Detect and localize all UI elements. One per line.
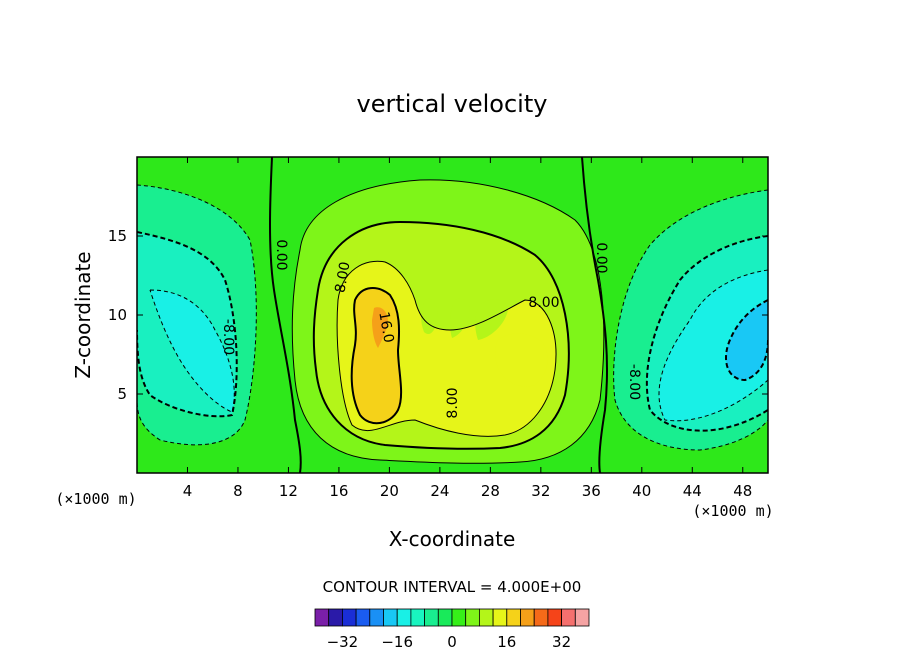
colorbar-tick-label: −16 [381,633,413,651]
contour-neg-left-mid [137,231,238,418]
x-tick-label: 40 [632,482,651,500]
x-tick-label: 16 [329,482,348,500]
y-unit-label: (×1000 m) [55,490,136,508]
contour-zero-left [269,157,302,473]
colorbar-swatch [574,608,590,627]
x-tick-label: 4 [183,482,193,500]
x-tick-label: 28 [481,482,500,500]
colorbar-swatch [533,608,549,627]
y-axis-ticks: 5 10 15 [108,227,768,403]
x-tick-label: 20 [380,482,399,500]
contour-12 [336,260,557,437]
x-unit-label: (×1000 m) [692,502,773,520]
chart-title: vertical velocity [357,90,548,118]
downdraft-left-core [150,290,235,412]
colorbar-swatch [383,608,398,627]
colorbar-swatch [506,608,521,627]
y-tick-label: 10 [108,306,127,324]
colorbar-tick-labels: −32 −16 0 16 32 [327,633,572,651]
colorbar-swatch [314,608,330,627]
updraft-streak-3 [421,298,438,335]
colorbar-tick-label: 16 [497,633,516,651]
colorbar-tick-label: −32 [327,633,359,651]
contour-neg-left-core [149,289,235,413]
updraft-peak [372,307,388,348]
colorbar-swatch [492,608,508,627]
contour-lines [137,157,768,473]
contour-label-8-right: 8.00 [528,295,559,311]
updraft-streak-1 [449,298,470,338]
x-tick-label: 12 [279,482,298,500]
contour-neg-left-outer [137,184,257,446]
contour-neg-right-core [658,269,768,422]
contour-label-zero-left: 0.00 [273,239,289,270]
colorbar-swatch [369,608,384,627]
contour-4 [291,179,605,464]
colorbar-swatch [410,608,425,627]
colorbar-swatch [424,608,439,627]
contour-neg-right-mid [645,235,768,432]
colorbar-swatch [437,608,453,627]
contour-label-8-lower: 8.00 [445,387,461,418]
colorbar-swatch [520,608,535,627]
colorbar-tick-label: 32 [552,633,571,651]
contour-16 [350,287,403,425]
contour-label-neg8-left: -8.00 [220,319,236,355]
colorbar-swatch [396,608,412,627]
contour-neg-right-center [725,299,768,382]
colorbar [314,608,590,627]
colorbar-swatch [478,608,494,627]
downdraft-right-center [725,300,768,380]
contour-8 [312,220,570,450]
x-tick-label: 48 [733,482,752,500]
contour-label-8-upper: 8.00 [332,261,353,294]
plot-area: 0.00 0.00 8.00 16.0 8.00 8.00 -8.00 -8.0… [137,157,768,473]
y-axis-title: Z-coordinate [71,251,95,378]
downdraft-right-core [659,270,768,421]
contour-interval-label: CONTOUR INTERVAL = 4.000E+00 [323,578,582,596]
x-tick-label: 44 [683,482,702,500]
colorbar-swatch [341,608,357,627]
contour-label-zero-right: 0.00 [593,242,609,273]
colorbar-swatch [328,608,343,627]
contour-neg-right-outer [613,189,768,451]
contour-label-16: 16.0 [375,311,396,344]
colorbar-swatch [355,608,371,627]
x-tick-label: 36 [582,482,601,500]
x-tick-label: 24 [430,482,449,500]
updraft-streak-2 [475,299,508,340]
updraft-bubble [495,333,548,387]
colorbar-swatch [547,608,563,627]
x-tick-label: 32 [531,482,550,500]
y-tick-label: 15 [108,227,127,245]
colorbar-swatch [561,608,576,627]
colorbar-swatch [451,608,467,627]
updraft-core [351,288,402,424]
contour-label-neg8-right: -8.00 [626,364,642,400]
x-tick-label: 8 [233,482,243,500]
x-axis-ticks: 4 8 12 16 20 24 28 32 36 40 44 48 [183,157,752,500]
colorbar-tick-label: 0 [447,633,457,651]
colorbar-swatch [465,608,480,627]
y-tick-label: 5 [117,385,127,403]
x-axis-title: X-coordinate [389,527,516,551]
